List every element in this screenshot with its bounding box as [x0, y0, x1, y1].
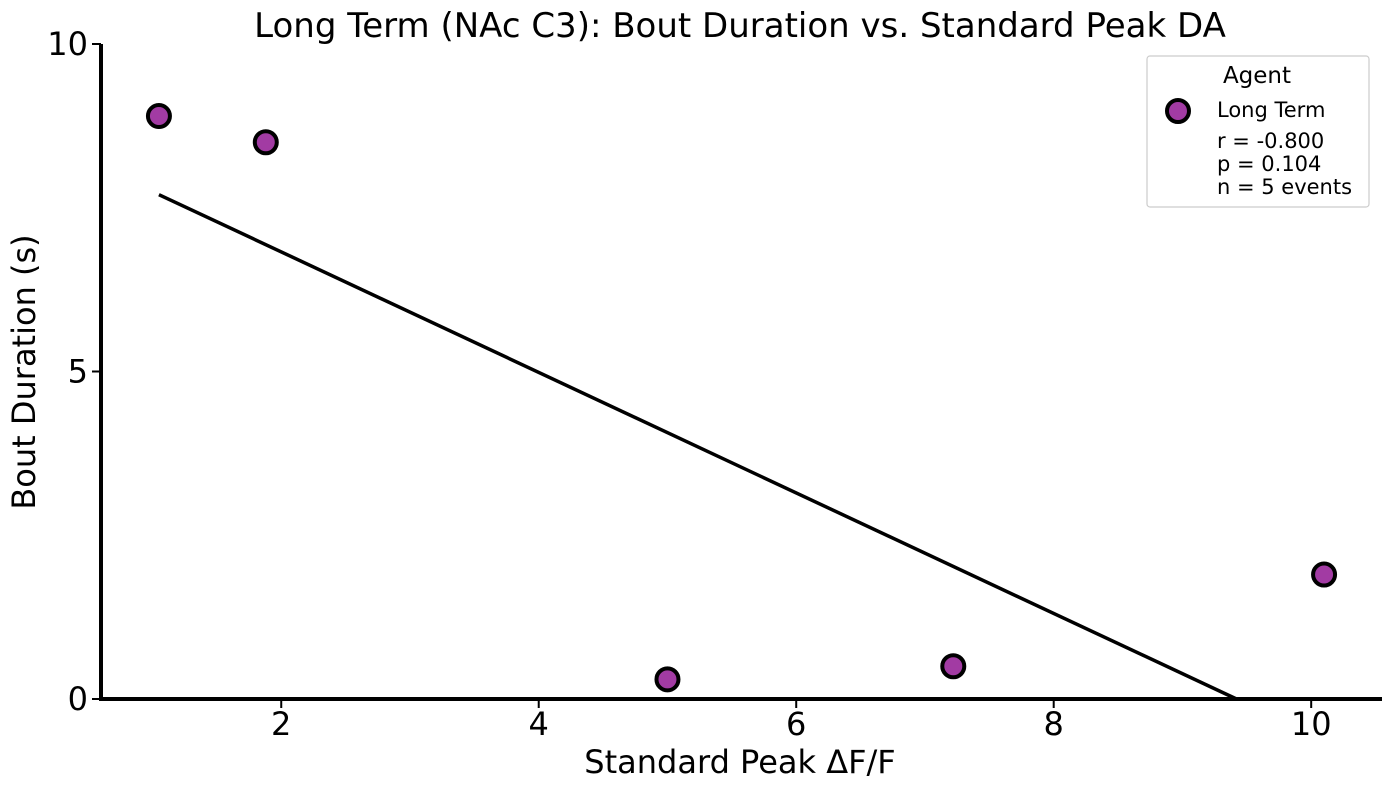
x-tick-label: 2 [271, 705, 291, 743]
data-point [940, 653, 967, 680]
legend-entry-label: Long Term [1217, 98, 1325, 122]
legend-stat-r: r = -0.800 [1217, 129, 1324, 153]
data-points [145, 103, 1338, 693]
y-tick-label: 5 [68, 353, 88, 391]
y-tick-label: 0 [68, 680, 88, 718]
legend: Agent Long Term r = -0.800 p = 0.104 n =… [1146, 55, 1370, 208]
x-axis-label: Standard Peak ΔF/F [584, 743, 895, 781]
data-point [252, 129, 279, 156]
x-tick-label: 6 [786, 705, 806, 743]
data-point [654, 666, 681, 693]
regression-line [158, 193, 1238, 701]
legend-frame [1146, 55, 1370, 208]
x-tick-label: 8 [1044, 705, 1064, 743]
axis-ticks: 2 4 6 8 10 0 5 10 [47, 25, 1331, 743]
x-tick-label: 10 [1291, 705, 1332, 743]
data-point [1311, 561, 1338, 588]
plot-area: 2 4 6 8 10 0 5 10 [47, 25, 1382, 743]
x-tick-label: 4 [529, 705, 549, 743]
legend-stat-p: p = 0.104 [1217, 152, 1321, 176]
legend-title: Agent [1223, 63, 1291, 89]
y-axis-label: Bout Duration (s) [5, 234, 43, 509]
legend-marker [1165, 98, 1191, 124]
chart-title: Long Term (NAc C3): Bout Duration vs. St… [254, 6, 1226, 46]
data-point [145, 103, 172, 130]
y-tick-label: 10 [47, 25, 88, 63]
regression-line-group [158, 193, 1238, 701]
legend-stat-n: n = 5 events [1217, 175, 1352, 199]
